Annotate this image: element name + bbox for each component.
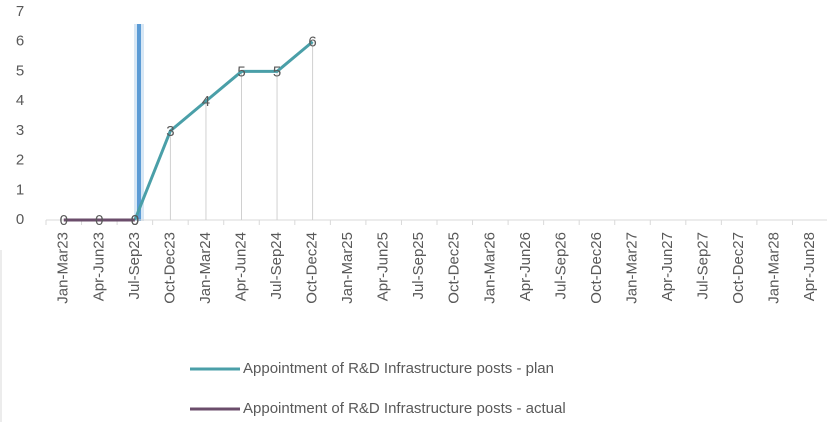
x-tick-label: Apr-Jun24 — [232, 232, 249, 301]
marker-line — [137, 24, 141, 221]
x-tick-label: Jan-Mar26 — [481, 232, 498, 304]
x-tick-label: Jan-Mar28 — [766, 232, 783, 304]
y-tick-label: 0 — [16, 211, 24, 228]
x-tick-label: Oct-Dec25 — [446, 232, 463, 304]
y-tick-label: 6 — [16, 33, 24, 50]
y-tick-label: 7 — [16, 3, 24, 20]
x-tick-label: Apr-Jun28 — [801, 232, 818, 301]
data-label: 4 — [202, 93, 210, 110]
y-tick-label: 5 — [16, 62, 24, 79]
legend-label: Appointment of R&D Infrastructure posts … — [243, 400, 566, 417]
x-tick-label: Jan-Mar23 — [55, 232, 72, 304]
x-tick-label: Oct-Dec24 — [304, 232, 321, 304]
data-label: 5 — [237, 63, 245, 80]
y-tick-label: 1 — [16, 181, 24, 198]
x-tick-label: Jul-Sep25 — [410, 232, 427, 300]
x-tick-label: Apr-Jun25 — [375, 232, 392, 301]
legend-label: Appointment of R&D Infrastructure posts … — [243, 360, 554, 377]
x-tick-label: Apr-Jun26 — [517, 232, 534, 301]
y-tick-label: 3 — [16, 122, 24, 139]
data-label: 0 — [95, 212, 103, 229]
data-label: 3 — [166, 123, 174, 140]
y-tick-label: 4 — [16, 92, 24, 109]
data-label: 0 — [60, 212, 68, 229]
x-tick-label: Apr-Jun27 — [659, 232, 676, 301]
x-tick-label: Oct-Dec23 — [161, 232, 178, 304]
x-tick-label: Apr-Jun23 — [90, 232, 107, 301]
data-label: 0 — [131, 212, 139, 229]
data-label: 5 — [273, 63, 281, 80]
x-tick-label: Jan-Mar25 — [339, 232, 356, 304]
x-tick-label: Jul-Sep27 — [695, 232, 712, 300]
x-tick-label: Jul-Sep24 — [268, 232, 285, 300]
x-tick-label: Jan-Mar27 — [623, 232, 640, 304]
x-tick-label: Jul-Sep26 — [552, 232, 569, 300]
x-tick-label: Oct-Dec26 — [588, 232, 605, 304]
data-label: 0 — [131, 212, 139, 229]
y-tick-label: 2 — [16, 152, 24, 169]
series-line — [133, 40, 314, 221]
data-label: 6 — [308, 34, 316, 51]
x-tick-label: Oct-Dec27 — [730, 232, 747, 304]
x-tick-label: Jul-Sep23 — [126, 232, 143, 300]
x-tick-label: Jan-Mar24 — [197, 232, 214, 304]
